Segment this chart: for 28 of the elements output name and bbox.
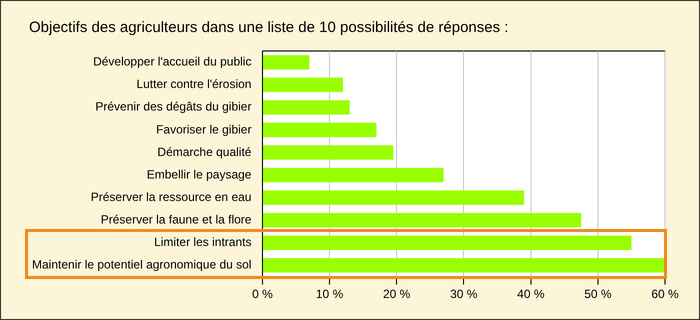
- x-tick-label: 0 %: [252, 287, 274, 302]
- bar: [262, 55, 310, 70]
- y-tick-label: Embellir le paysage: [146, 167, 252, 182]
- bar: [262, 145, 394, 160]
- x-tick-label: 10 %: [316, 287, 344, 302]
- y-tick-label: Lutter contre l'érosion: [136, 77, 252, 92]
- y-tick-label: Favoriser le gibier: [156, 122, 252, 136]
- y-tick-label: Démarche qualité: [157, 144, 252, 159]
- x-tick-label: 30 %: [450, 287, 478, 302]
- bar: [262, 100, 350, 115]
- y-tick-label: Limiter les intrants: [154, 235, 252, 250]
- x-tick-label: 40 %: [517, 287, 545, 302]
- bar: [262, 78, 343, 92]
- bar: [262, 190, 524, 205]
- bar: [262, 122, 377, 138]
- x-tick-label: 60 %: [651, 287, 679, 302]
- y-tick-label: Préserver la faune et la flore: [100, 212, 252, 227]
- bar: [262, 258, 665, 273]
- bar: [262, 168, 444, 182]
- x-tick-label: 20 %: [382, 287, 411, 302]
- bar: [262, 213, 582, 228]
- y-tick-label: Développer l'accueil du public: [93, 54, 252, 69]
- x-tick-label: 50 %: [584, 287, 612, 302]
- y-tick-label: Préserver la ressource en eau: [90, 190, 252, 204]
- bar: [262, 236, 632, 250]
- chart-title: Objectifs des agriculteurs dans une liste de 10 possibilités de réponses :: [29, 19, 508, 36]
- y-tick-label: Prévenir des dégâts du gibier: [95, 100, 252, 114]
- y-tick-label: Maintenir le potentiel agronomique du sol: [32, 258, 252, 272]
